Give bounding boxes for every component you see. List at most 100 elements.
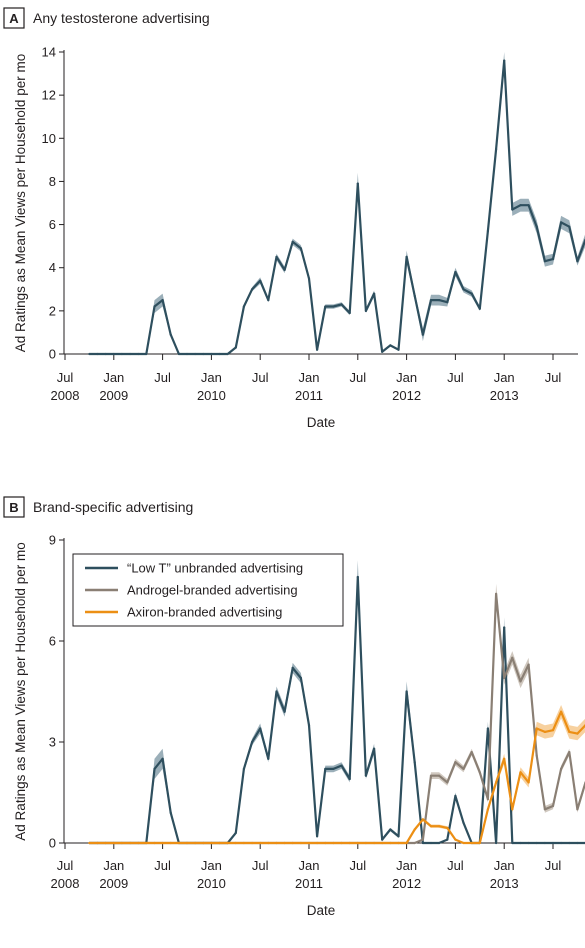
series-2-point: [543, 730, 547, 734]
series-0-point: [486, 727, 489, 730]
series-2-point: [185, 841, 189, 845]
series-2-point: [348, 841, 351, 845]
series-1-point: [438, 774, 441, 777]
series-1-point: [421, 838, 424, 841]
series-2-point: [495, 781, 498, 784]
series-0-point: [389, 828, 392, 831]
series-2-point: [129, 841, 132, 845]
series-0-point: [283, 710, 286, 713]
x-axis-title: Date: [307, 415, 336, 430]
x-tick-label-year: 2009: [99, 876, 128, 891]
series-0-point: [421, 841, 424, 845]
legend-label-2: Axiron-branded advertising: [127, 605, 282, 620]
x-tick-label-month: Jan: [299, 370, 320, 385]
series-2-point: [218, 841, 221, 845]
legend-label-1: Androgel-branded advertising: [127, 583, 298, 598]
series-2-point: [381, 841, 384, 845]
panel-b-chart: 0 3 6 9 Jul 2008 Jan 2009 Jul Jan 2010 Jul Jan 2011 Ju…: [13, 533, 585, 918]
series-0-point: [454, 794, 457, 798]
series-0-point: [234, 831, 237, 835]
series-0-point: [299, 676, 302, 680]
x-tick-label-month: Jul: [447, 370, 464, 385]
y-tick-label: 6: [49, 634, 56, 649]
series-2-point: [259, 841, 262, 845]
x-tick-label-month: Jul: [447, 858, 464, 873]
series-2-point: [413, 828, 416, 831]
series-0-point: [503, 59, 506, 62]
series-0-point: [503, 626, 506, 629]
series-0-point: [96, 352, 99, 356]
series-0-point: [332, 305, 335, 308]
series-0-point: [397, 835, 400, 838]
series-2-point: [478, 841, 481, 845]
series-0-point: [169, 333, 172, 336]
series-1-point: [503, 676, 506, 680]
series-0-point: [511, 208, 514, 211]
series-0-point: [104, 352, 107, 356]
series-1-point: [478, 771, 481, 774]
series-0-point: [242, 305, 245, 308]
series-1-point: [543, 808, 547, 811]
series-0-point: [120, 352, 123, 356]
series-0-point: [291, 666, 294, 670]
series-1-point: [511, 656, 514, 659]
series-2-line: [89, 710, 585, 845]
series-2-point: [429, 825, 433, 828]
series-0-point: [129, 352, 132, 356]
series-0-point: [161, 299, 164, 302]
x-tick-label-month: Jan: [201, 858, 222, 873]
x-tick-label-year: 2009: [99, 388, 128, 403]
series-2-point: [568, 730, 571, 734]
series-0-point: [316, 348, 319, 351]
x-tick-label-month: Jan: [494, 858, 515, 873]
y-tick-label: 6: [49, 217, 56, 232]
series-0-point: [568, 225, 571, 228]
series-0-point: [153, 305, 156, 308]
series-0-point: [543, 260, 547, 263]
series-2-point: [462, 841, 465, 845]
series-0-point: [332, 767, 335, 771]
series-0-point: [251, 288, 254, 291]
series-2-point: [560, 710, 563, 713]
series-2-point: [210, 841, 213, 845]
series-2-point: [88, 841, 91, 845]
legend: “Low T” unbranded advertising Androgel-br…: [72, 553, 344, 627]
series-0-point: [389, 344, 392, 347]
x-tick-label-month: Jan: [494, 370, 515, 385]
x-tick-label-month: Jul: [545, 370, 562, 385]
series-0-point: [340, 764, 343, 767]
x-tick-label-year: 2008: [51, 876, 80, 891]
series-0-point: [527, 204, 530, 207]
series-0-point: [462, 288, 465, 291]
series-0-point: [88, 352, 91, 356]
series-0-point: [438, 841, 441, 845]
x-tick-label-year: 2012: [392, 388, 421, 403]
series-1-point: [535, 754, 538, 757]
series-1-point: [576, 808, 579, 811]
series-0-point: [218, 352, 221, 356]
series-0-point: [551, 841, 555, 845]
series-2-point: [454, 838, 457, 841]
series-0-point: [470, 292, 473, 295]
series-1-point: [429, 774, 433, 777]
x-tick-label-year: 2011: [295, 876, 323, 891]
x-tick-label-month: Jul: [57, 858, 74, 873]
series-1-point: [462, 767, 465, 771]
series-0-point: [364, 774, 367, 777]
series-0-point: [446, 838, 449, 841]
x-tick-label-month: Jul: [57, 370, 74, 385]
series-0-point: [112, 352, 115, 356]
series-0-point: [405, 690, 408, 693]
series-2-point: [169, 841, 172, 845]
y-axis-title: Ad Ratings as Mean Views per Household p…: [13, 54, 28, 352]
series-0-point: [551, 258, 555, 261]
series-0-point: [340, 303, 343, 306]
series-2-point: [161, 841, 164, 845]
series-0-point: [356, 575, 359, 579]
panel-a-chart: 0 2 4 6 8 10 12 14 Jul 2008 Jan 2009 Jul Jan 2010 Jul Ja…: [13, 45, 585, 430]
series-0-point: [511, 841, 514, 845]
series-2-point: [470, 841, 473, 845]
series-2-point: [112, 841, 115, 845]
x-tick-label-year: 2010: [197, 388, 226, 403]
